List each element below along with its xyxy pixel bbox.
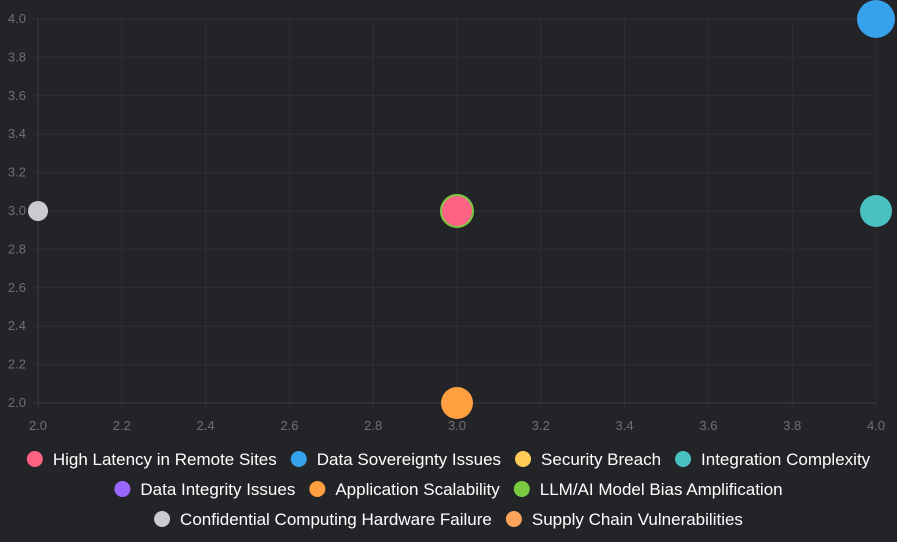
y-tick-label: 2.6	[8, 280, 26, 295]
x-tick-label: 2.2	[113, 418, 131, 433]
legend-item[interactable]: Confidential Computing Hardware Failure	[154, 510, 492, 529]
legend-label: Data Sovereignty Issues	[317, 450, 501, 469]
y-tick-label: 2.2	[8, 357, 26, 372]
legend-label: Integration Complexity	[701, 450, 871, 469]
legend-marker	[505, 511, 522, 527]
legend-item[interactable]: Data Integrity Issues	[114, 480, 295, 499]
x-tick-label: 3.8	[783, 418, 801, 433]
legend-item[interactable]: Integration Complexity	[675, 450, 871, 469]
data-point[interactable]	[857, 0, 895, 38]
legend-item[interactable]: Application Scalability	[309, 480, 500, 499]
y-tick-label: 2.4	[8, 318, 26, 333]
y-tick-label: 3.2	[8, 165, 26, 180]
y-tick-label: 2.0	[8, 395, 26, 410]
x-tick-label: 3.6	[699, 418, 717, 433]
data-point[interactable]	[28, 201, 48, 221]
legend-label: Security Breach	[541, 450, 661, 469]
legend-marker	[290, 451, 307, 467]
legend-label: High Latency in Remote Sites	[53, 450, 277, 469]
legend-label: Data Integrity Issues	[140, 480, 295, 499]
x-tick-label: 2.6	[280, 418, 298, 433]
legend: High Latency in Remote Sites Data Soverei…	[26, 450, 871, 529]
legend-marker	[309, 481, 326, 497]
x-tick-label: 2.8	[364, 418, 382, 433]
legend-item[interactable]: High Latency in Remote Sites	[26, 450, 277, 469]
y-tick-label: 3.8	[8, 49, 26, 64]
legend-marker	[114, 481, 131, 497]
legend-marker	[513, 481, 530, 497]
legend-item[interactable]: Data Sovereignty Issues	[290, 450, 501, 469]
legend-marker	[675, 451, 692, 467]
data-point[interactable]	[440, 194, 474, 228]
axis-ticks: 2.0 2.2 2.4 2.6 2.8 3.0 3.2 3.4 3.6 3.8 4.0 2.0 2.2 2…	[8, 11, 885, 433]
legend-label: Confidential Computing Hardware Failure	[180, 510, 492, 529]
legend-marker	[515, 451, 532, 467]
legend-label: Application Scalability	[335, 480, 500, 499]
x-tick-label: 2.4	[197, 418, 215, 433]
data-points	[28, 0, 895, 419]
y-tick-label: 3.0	[8, 203, 26, 218]
legend-marker	[154, 511, 171, 527]
x-tick-label: 3.0	[448, 418, 466, 433]
y-tick-label: 3.4	[8, 126, 26, 141]
y-tick-label: 2.8	[8, 241, 26, 256]
data-point[interactable]	[860, 195, 892, 227]
x-tick-label: 4.0	[867, 418, 885, 433]
y-tick-label: 4.0	[8, 11, 26, 26]
x-tick-label: 3.2	[532, 418, 550, 433]
y-tick-label: 3.6	[8, 88, 26, 103]
x-tick-label: 3.4	[616, 418, 634, 433]
x-tick-label: 2.0	[29, 418, 47, 433]
legend-label: LLM/AI Model Bias Amplification	[540, 480, 783, 499]
legend-label: Supply Chain Vulnerabilities	[532, 510, 743, 529]
grid-lines	[33, 18, 877, 408]
data-point[interactable]	[443, 197, 471, 225]
legend-item[interactable]: Supply Chain Vulnerabilities	[505, 510, 743, 529]
legend-marker	[26, 451, 43, 467]
data-point[interactable]	[441, 387, 473, 419]
legend-item[interactable]: Security Breach	[515, 450, 661, 469]
legend-item[interactable]: LLM/AI Model Bias Amplification	[513, 480, 783, 499]
